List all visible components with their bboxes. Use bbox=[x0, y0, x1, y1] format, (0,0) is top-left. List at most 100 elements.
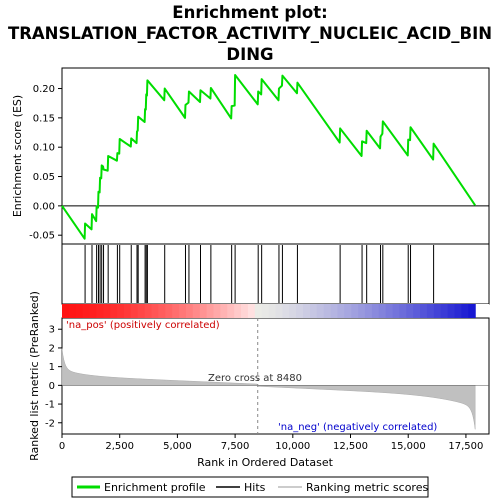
gradient-segment bbox=[179, 304, 187, 318]
x-tick-label: 2,500 bbox=[105, 441, 134, 452]
gradient-segment bbox=[185, 304, 194, 318]
es-y-tick-label: 0.15 bbox=[33, 113, 55, 124]
legend-ranking-label: Ranking metric scores bbox=[306, 481, 428, 494]
gradient-segment bbox=[296, 304, 304, 318]
gradient-segment bbox=[110, 304, 118, 318]
gradient-segment bbox=[268, 304, 277, 318]
chart-title-line-1: Enrichment plot: bbox=[172, 3, 327, 22]
gradient-segment bbox=[426, 304, 435, 318]
gradient-segment bbox=[68, 304, 77, 318]
es-y-tick-label: 0.10 bbox=[33, 143, 55, 154]
gradient-segment bbox=[96, 304, 104, 318]
gradient-segment bbox=[406, 304, 414, 318]
gradient-segment bbox=[289, 304, 297, 318]
x-tick-label: 12,500 bbox=[333, 441, 368, 452]
es-y-tick-label: -0.05 bbox=[29, 231, 55, 242]
gradient-segment bbox=[371, 304, 380, 318]
gradient-segment bbox=[82, 304, 91, 318]
x-tick-label: 17,500 bbox=[448, 441, 483, 452]
es-y-tick-label: 0.05 bbox=[33, 172, 55, 183]
gradient-segment bbox=[117, 304, 125, 318]
rank-gradient-bar bbox=[62, 304, 476, 318]
x-axis: 0 2,500 5,000 7,500 10,000 12,500 15,000 17,500 bbox=[59, 434, 483, 452]
gradient-segment bbox=[220, 304, 228, 318]
rank-panel-frame bbox=[61, 317, 490, 435]
gradient-segment bbox=[433, 304, 442, 318]
gradient-segment bbox=[461, 304, 469, 318]
rank-y-tick-label: 2 bbox=[49, 343, 55, 354]
gradient-segment bbox=[351, 304, 359, 318]
gradient-segment bbox=[172, 304, 180, 318]
zero-cross-label: Zero cross at 8480 bbox=[208, 373, 302, 384]
rank-y-tick-label: 0 bbox=[49, 381, 55, 392]
rank-y-axis-label: Ranked list metric (PreRanked) bbox=[28, 291, 41, 461]
hit-marks bbox=[84, 245, 435, 303]
gradient-segment bbox=[144, 304, 153, 318]
gradient-segment bbox=[454, 304, 462, 318]
gradient-segment bbox=[206, 304, 215, 318]
legend: Enrichment profile Hits Ranking metric s… bbox=[71, 476, 429, 498]
gradient-segment bbox=[254, 304, 263, 318]
gradient-segment bbox=[241, 304, 249, 318]
gradient-segment bbox=[89, 304, 98, 318]
gradient-segment bbox=[413, 304, 421, 318]
x-axis-label: Rank in Ordered Dataset bbox=[197, 456, 334, 469]
gradient-segment bbox=[344, 304, 352, 318]
gradient-segment bbox=[468, 304, 476, 318]
es-y-axis: -0.05 0.00 0.05 0.10 0.15 0.20 bbox=[29, 84, 62, 242]
ranking-metric-scores bbox=[61, 348, 476, 430]
gradient-segment bbox=[151, 304, 160, 318]
legend-enrichment-label: Enrichment profile bbox=[104, 481, 206, 494]
gradient-segment bbox=[303, 304, 311, 318]
gradient-segment bbox=[316, 304, 325, 318]
rank-y-axis: -2 -1 0 1 2 3 bbox=[45, 325, 62, 429]
gradient-segment bbox=[62, 304, 70, 318]
gradient-segment bbox=[440, 304, 449, 318]
rank-y-tick-label: -2 bbox=[45, 418, 55, 429]
gradient-segment bbox=[392, 304, 401, 318]
enrichment-profile-line bbox=[61, 74, 476, 240]
x-tick-label: 0 bbox=[59, 441, 65, 452]
hits-panel-frame bbox=[61, 243, 490, 305]
chart-title-line-3: DING bbox=[226, 45, 273, 64]
x-tick-label: 7,500 bbox=[221, 441, 250, 452]
es-y-axis-label: Enrichment score (ES) bbox=[11, 95, 24, 217]
gradient-segment bbox=[364, 304, 373, 318]
x-tick-label: 5,000 bbox=[163, 441, 192, 452]
gradient-segment bbox=[358, 304, 366, 318]
gradient-segment bbox=[75, 304, 84, 318]
gradient-segment bbox=[103, 304, 111, 318]
rank-y-tick-label: 3 bbox=[49, 325, 55, 336]
gradient-segment bbox=[247, 304, 256, 318]
ranking-metric-area bbox=[61, 318, 489, 434]
gradient-segment bbox=[447, 304, 456, 318]
legend-hits-label: Hits bbox=[244, 481, 266, 494]
pos-correlated-label: 'na_pos' (positively correlated) bbox=[66, 320, 220, 331]
gradient-segment bbox=[234, 304, 242, 318]
es-y-tick-label: 0.00 bbox=[33, 201, 55, 212]
gradient-segment bbox=[165, 304, 173, 318]
es-curve-group bbox=[61, 74, 489, 240]
gradient-segment bbox=[213, 304, 221, 318]
x-tick-label: 10,000 bbox=[275, 441, 310, 452]
gradient-segment bbox=[199, 304, 208, 318]
gradient-segment bbox=[123, 304, 132, 318]
gradient-segment bbox=[385, 304, 394, 318]
gradient-segment bbox=[309, 304, 318, 318]
legend-box bbox=[71, 476, 429, 498]
chart-title-line-2: TRANSLATION_FACTOR_ACTIVITY_NUCLEIC_ACID… bbox=[8, 24, 492, 43]
gradient-segment bbox=[275, 304, 283, 318]
gradient-segment bbox=[378, 304, 387, 318]
gradient-segment bbox=[330, 304, 339, 318]
rank-y-tick-label: -1 bbox=[45, 400, 55, 411]
gradient-segment bbox=[337, 304, 345, 318]
gradient-segment bbox=[130, 304, 139, 318]
es-panel-frame bbox=[61, 67, 490, 245]
gradient-segment bbox=[399, 304, 407, 318]
neg-correlated-label: 'na_neg' (negatively correlated) bbox=[278, 422, 437, 433]
gradient-segment bbox=[158, 304, 166, 318]
gradient-segment bbox=[420, 304, 428, 318]
gradient-segment bbox=[137, 304, 146, 318]
gradient-segment bbox=[227, 304, 235, 318]
